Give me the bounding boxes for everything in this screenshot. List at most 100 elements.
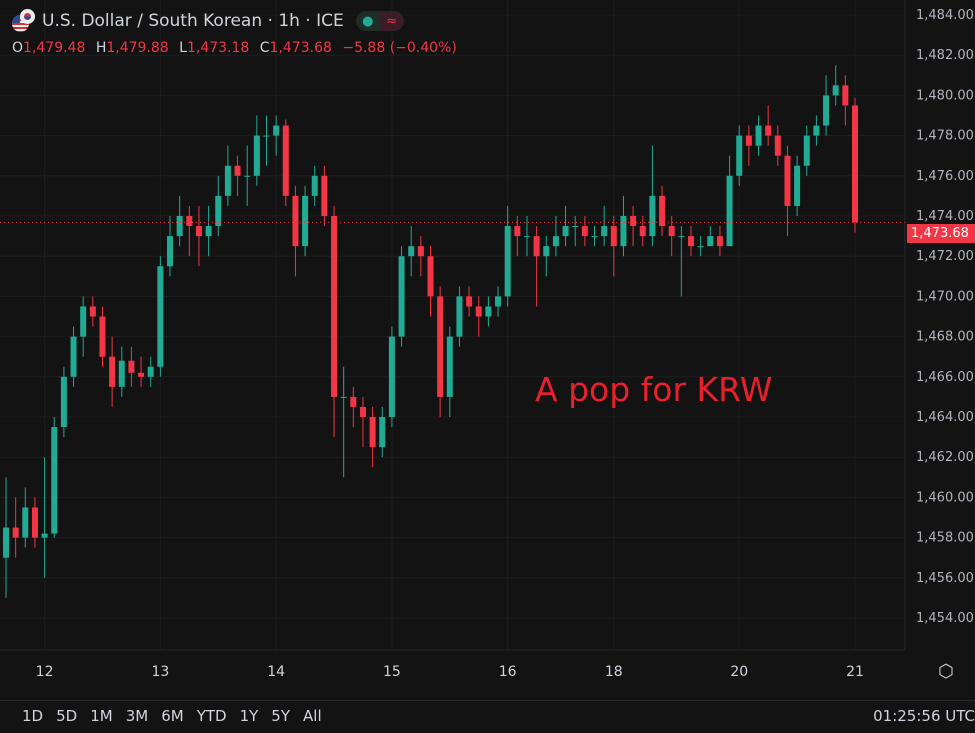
candle [446,326,453,417]
candle [195,205,202,267]
candle [572,216,579,247]
candle [41,457,48,578]
utc-clock[interactable]: 01:25:56 UTC [873,707,975,725]
candle [813,115,820,146]
settings-gear-icon[interactable]: ⬡ [938,661,954,682]
range-all[interactable]: All [303,707,322,725]
market-status-icon[interactable]: ● [355,11,380,31]
candle [726,155,733,247]
candle-body [244,175,251,177]
candle [707,226,714,247]
time-tick-label: 21 [846,664,864,680]
candle-body [205,226,212,237]
candle [398,246,405,347]
candle-body [639,226,646,237]
range-1m[interactable]: 1M [90,707,113,725]
candle-body [475,306,482,317]
candle-body [427,256,434,297]
candle [427,246,434,317]
candle [22,487,29,548]
candle [581,216,588,247]
candle [552,216,559,257]
price-tick-label: 1,460.00 [916,490,974,505]
candle-body [630,216,637,227]
candle [60,366,67,438]
range-3m[interactable]: 3M [125,707,149,725]
time-axis: 12 13 14 15 16 18 20 21 [0,649,905,680]
candle-body [687,236,694,247]
candle [687,226,694,257]
candle-body [842,85,849,106]
candle-body [852,105,858,223]
candle-body [215,195,222,227]
price-tick-label: 1,456.00 [916,571,974,586]
candle [340,366,347,478]
candle [234,155,241,196]
candle [273,115,280,156]
candle-body [311,175,318,196]
candle [794,155,801,216]
candle [253,115,260,186]
candle-body [302,195,309,247]
chart-annotation: A pop for KRW [535,370,773,409]
candle [331,205,338,438]
candle [765,105,772,146]
candle-body [157,266,164,367]
candle-body [446,336,453,397]
candle [321,165,328,227]
candle-body [109,356,116,387]
price-tick-label: 1,478.00 [916,129,974,144]
range-ytd[interactable]: YTD [196,707,227,725]
price-chart[interactable]: 1,484.00 1,482.00 1,480.00 1,478.00 1,476.00… [0,0,975,700]
candle [157,256,164,377]
price-tick-label: 1,468.00 [916,330,974,345]
candle [388,326,395,428]
range-6m[interactable]: 6M [161,707,184,725]
candle [263,115,270,166]
range-5d[interactable]: 5D [56,707,78,725]
candle [774,125,781,166]
candle-body [533,236,540,257]
ohlc-legend: O1,479.48 H1,479.88 L1,473.18 C1,473.68 … [12,40,463,56]
candle-body [803,135,810,166]
candle [80,296,87,357]
candle [302,185,309,257]
candle [466,286,473,317]
candle-body [601,226,608,237]
range-1d[interactable]: 1D [22,707,44,725]
candle-body [466,296,473,307]
candle [408,226,415,277]
range-1y[interactable]: 1Y [239,707,259,725]
candle-body [12,527,19,538]
symbol-header[interactable]: U.S. Dollar / South Korean · 1h · ICE ● … [12,9,404,33]
candle [215,175,222,237]
candle-body [832,85,839,96]
candle-body [823,95,830,126]
candle [475,296,482,337]
high-label: H [95,40,107,56]
range-5y[interactable]: 5Y [271,707,291,725]
wave-icon[interactable]: ≈ [379,11,404,31]
price-tick-label: 1,470.00 [916,289,974,304]
candle [369,406,376,468]
candle-body [128,360,135,373]
close-label: C [259,40,270,56]
price-tick-label: 1,482.00 [916,48,974,63]
candle [620,195,627,257]
candle-body [398,256,405,337]
candle [205,205,212,257]
candle-body [388,336,395,417]
low-label: L [179,40,187,56]
candle-body [118,360,125,387]
candle [639,216,646,247]
candle-body [70,336,77,377]
candle-body [552,236,559,247]
candle-body [176,216,183,237]
candle-body [369,417,376,448]
candle-body [591,236,598,238]
candle-body [321,175,328,216]
candle [89,296,96,327]
candle-body [234,165,241,176]
candle-body [456,296,463,337]
candle [437,286,444,417]
